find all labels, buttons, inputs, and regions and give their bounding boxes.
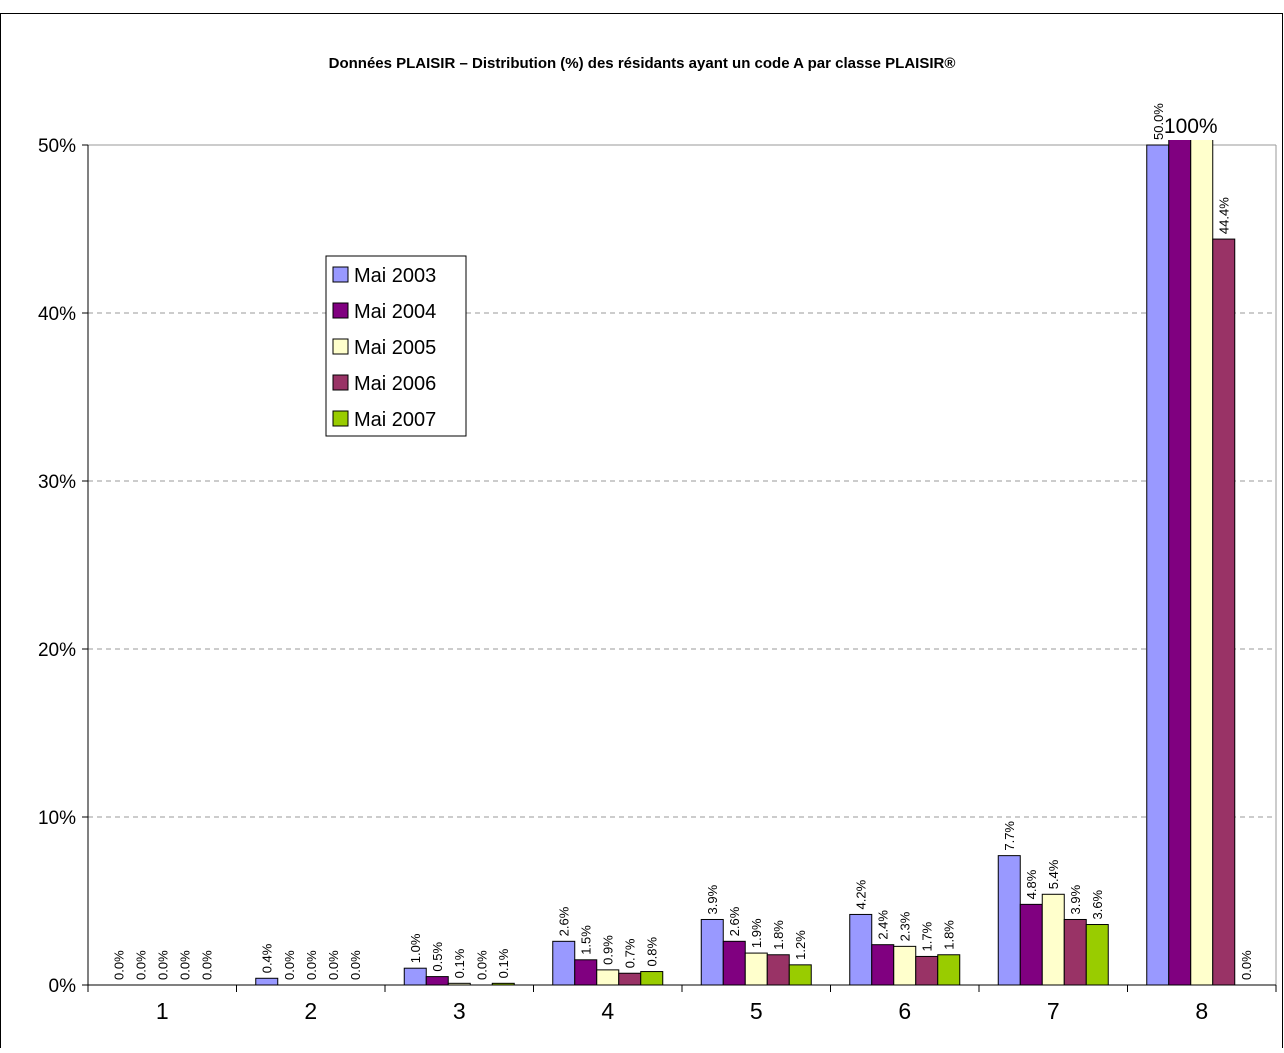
data-label: 100% [1164,115,1218,138]
bar [937,954,961,986]
y-tick-label: 50% [38,136,76,157]
data-label: 7.7% [1002,821,1017,851]
data-label: 0.5% [430,942,445,972]
bar [1041,893,1065,986]
data-label: 0.0% [1239,950,1254,980]
bar [618,972,642,986]
data-label: 3.9% [1068,884,1083,914]
bar [766,954,790,986]
data-label: 0.0% [199,950,214,980]
data-label: 1.0% [408,933,423,963]
data-label: 0.7% [623,938,638,968]
bar [1146,144,1170,986]
data-label: 5.4% [1046,859,1061,889]
x-tick-label: 5 [750,998,763,1024]
bar [403,967,427,986]
legend-swatch [332,302,349,319]
data-label: 3.9% [705,884,720,914]
data-label: 4.2% [854,879,869,909]
data-label: 0.0% [177,950,192,980]
legend-label: Mai 2005 [354,337,436,359]
x-tick-label: 2 [304,998,317,1024]
x-tick-label: 6 [898,998,911,1024]
legend-label: Mai 2004 [354,301,436,323]
data-label: 0.1% [452,948,467,978]
bar [1063,918,1087,986]
data-label: 2.6% [557,906,572,936]
x-tick-label: 8 [1195,998,1208,1024]
chart-title: Données PLAISIR – Distribution (%) des r… [329,55,956,72]
bar [700,918,724,986]
data-label: 44.4% [1217,197,1232,234]
chart-frame [0,13,1283,1053]
data-label: 0.8% [645,936,660,966]
bar [997,855,1021,986]
data-label: 1.9% [749,918,764,948]
bar [1019,903,1043,986]
legend-swatch [332,410,349,427]
data-label: 0.0% [474,950,489,980]
bar [425,976,449,986]
data-label: 0.0% [133,950,148,980]
legend-label: Mai 2007 [354,409,436,431]
data-label: 2.3% [898,911,913,941]
bar [744,952,768,986]
legend: Mai 2003 Mai 2004 Mai 2005 Mai 2006 Mai 2007 [325,255,467,437]
bar [871,944,895,986]
bar [1168,140,1192,986]
data-label: 1.2% [793,930,808,960]
legend-box [325,255,467,437]
data-label: 0.0% [348,950,363,980]
data-label: 2.4% [876,910,891,940]
bar [596,969,620,986]
data-label: 1.7% [920,921,935,951]
bar [722,940,746,986]
y-tick-label: 20% [38,640,76,661]
bar [574,959,598,986]
legend-swatch [332,266,349,283]
data-label: 2.6% [727,906,742,936]
data-label: 0.0% [282,950,297,980]
legend-swatch [332,338,349,355]
y-tick-label: 30% [38,472,76,493]
bar [893,945,917,986]
data-label: 1.8% [771,920,786,950]
bars [255,140,1236,986]
bar [915,955,939,986]
bar [640,971,664,986]
x-tick-label: 4 [601,998,614,1024]
data-label: 1.8% [942,920,957,950]
y-tick-label: 10% [38,808,76,829]
data-label: 0.4% [260,943,275,973]
x-tick-label: 3 [453,998,466,1024]
data-label: 1.5% [579,925,594,955]
data-label: 3.6% [1090,889,1105,919]
x-tick-label: 1 [156,998,169,1024]
legend-label: Mai 2003 [354,265,436,287]
bar [849,913,873,986]
y-tick-label: 0% [49,976,77,997]
x-tick-label: 7 [1047,998,1060,1024]
data-label: 0.9% [601,935,616,965]
data-label: 0.0% [111,950,126,980]
bar [1212,238,1236,986]
bar [788,964,812,986]
data-label: 0.0% [326,950,341,980]
data-label: 0.1% [496,948,511,978]
legend-swatch [332,374,349,391]
data-label: 50.0% [1151,103,1166,140]
data-label: 4.8% [1024,869,1039,899]
data-label: 0.0% [155,950,170,980]
data-label: 0.0% [304,950,319,980]
bar [1085,924,1109,986]
bar [1190,140,1214,986]
legend-label: Mai 2006 [354,373,436,395]
bar [552,940,576,986]
y-tick-label: 40% [38,304,76,325]
bar [255,977,279,986]
